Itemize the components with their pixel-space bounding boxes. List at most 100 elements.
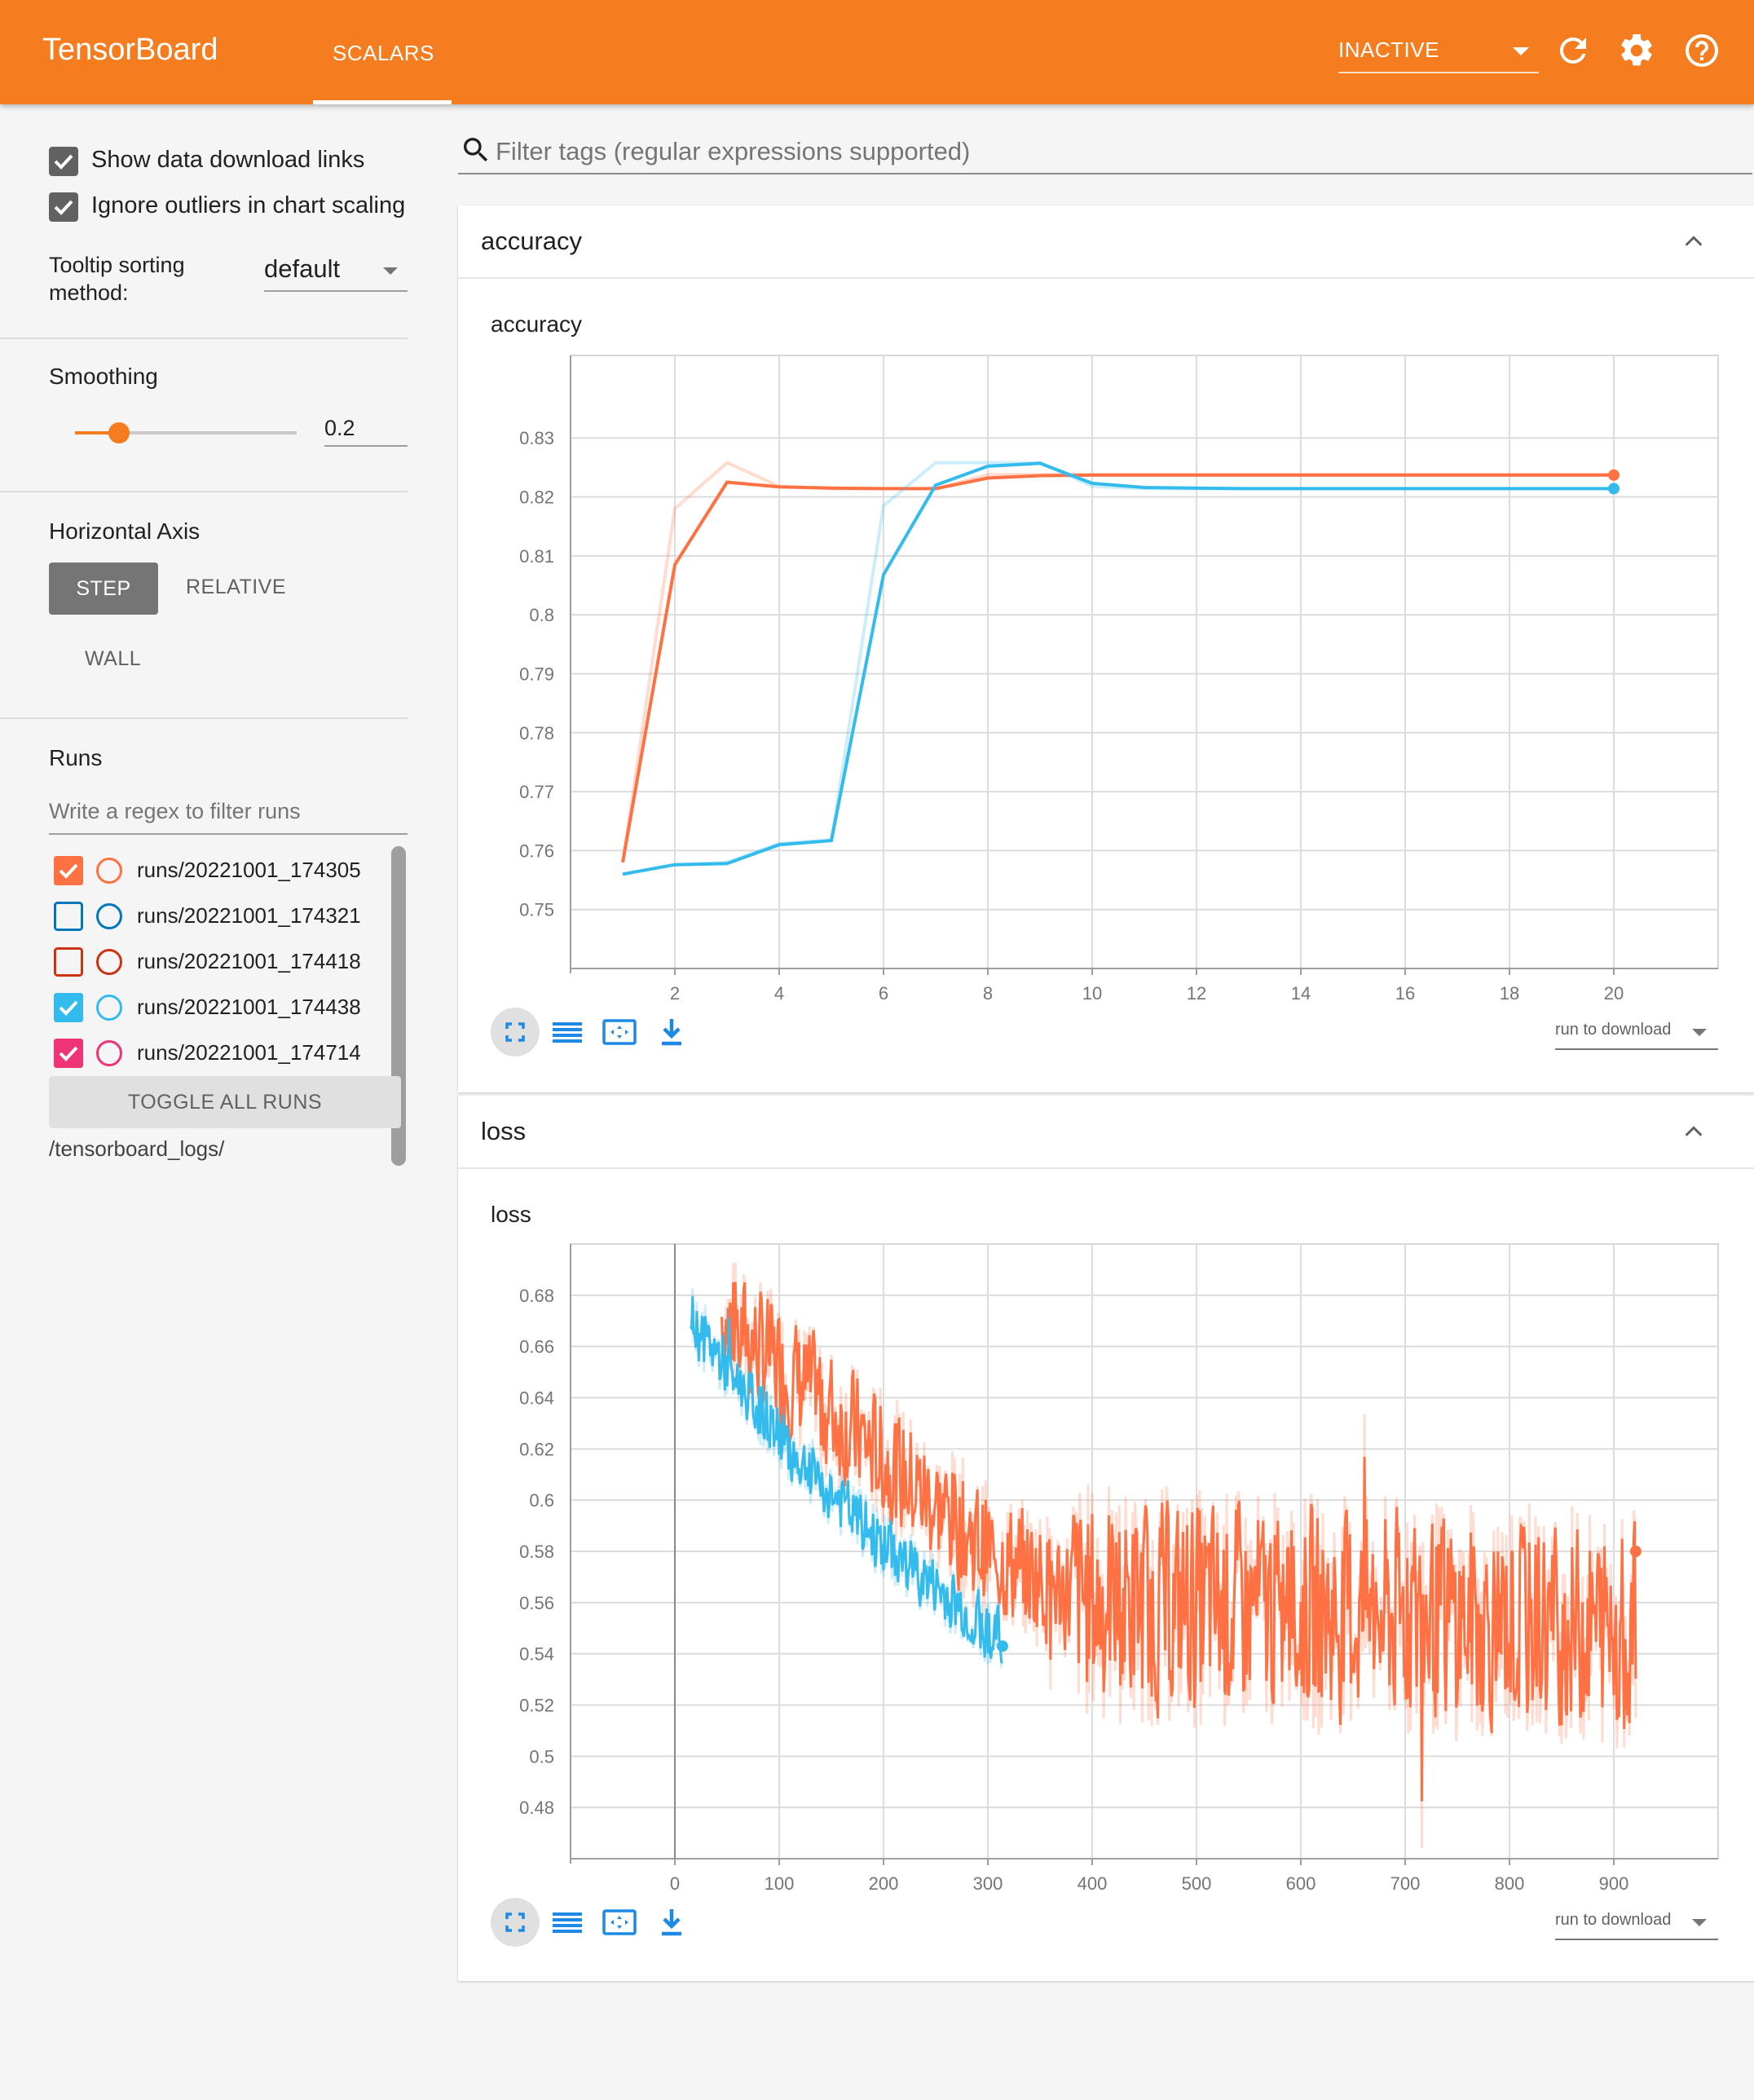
y-tick-label: 0.48 xyxy=(519,1798,554,1818)
y-tick-label: 0.5 xyxy=(529,1746,554,1767)
x-tick-label: 2 xyxy=(670,983,680,1004)
x-tick-label: 400 xyxy=(1078,1873,1108,1894)
x-tick-label: 600 xyxy=(1286,1873,1316,1894)
loss-chart[interactable]: 0 100 200 300 400 500 600 700 800 900 0.48 0.5 0.52 0… xyxy=(458,1234,1754,2098)
inactive-dashboards-select[interactable]: INACTIVE xyxy=(1338,33,1539,73)
run-color-radio[interactable] xyxy=(96,1040,122,1066)
smoothing-slider-handle[interactable] xyxy=(108,422,130,443)
chevron-down-icon xyxy=(1692,1029,1707,1036)
smoothing-slider-fill xyxy=(75,431,120,435)
series-endpoint xyxy=(1629,1546,1642,1557)
run-to-download-select[interactable]: run to download xyxy=(1555,1903,1718,1940)
y-tick-label: 0.79 xyxy=(519,664,554,684)
divider xyxy=(0,338,408,339)
y-tick-label: 0.6 xyxy=(529,1490,554,1511)
chevron-down-icon xyxy=(1513,47,1529,55)
axis-wall-button[interactable]: WALL xyxy=(85,647,142,670)
settings-icon[interactable] xyxy=(1617,31,1656,70)
accuracy-card-header[interactable]: accuracy xyxy=(458,205,1754,279)
y-tick-label: 0.76 xyxy=(519,840,554,861)
series-line xyxy=(622,461,1614,876)
run-to-download-label: run to download xyxy=(1555,1021,1672,1039)
run-item[interactable]: runs/20221001_174714 xyxy=(49,1032,391,1078)
x-tick-label: 900 xyxy=(1599,1873,1629,1894)
run-checkbox[interactable] xyxy=(54,1039,83,1068)
run-checkbox[interactable] xyxy=(54,947,83,977)
search-icon xyxy=(464,138,488,162)
smoothing-value: 0.2 xyxy=(324,416,355,440)
download-icon[interactable] xyxy=(647,1008,696,1057)
series-endpoint xyxy=(1608,469,1620,481)
horizontal-axis-title: Horizontal Axis xyxy=(49,518,201,544)
x-tick-label: 100 xyxy=(765,1873,795,1894)
x-tick-label: 0 xyxy=(670,1873,680,1894)
tab-scalars-label: SCALARS xyxy=(333,41,434,65)
top-app-bar: TensorBoard SCALARS INACTIVE xyxy=(0,0,1754,104)
download-icon[interactable] xyxy=(647,1898,696,1947)
y-tick-label: 0.66 xyxy=(519,1337,554,1357)
tab-scalars[interactable]: SCALARS xyxy=(313,0,452,104)
axis-relative-button[interactable]: RELATIVE xyxy=(186,576,287,598)
y-tick-label: 0.68 xyxy=(519,1286,554,1306)
run-color-radio[interactable] xyxy=(96,995,122,1021)
sidebar: Show data download links Ignore outliers… xyxy=(0,104,432,2100)
y-tick-label: 0.56 xyxy=(519,1593,554,1613)
fit-domain-icon[interactable] xyxy=(595,1898,644,1947)
toggle-all-runs-button[interactable]: TOGGLE ALL RUNS xyxy=(49,1076,401,1128)
series-endpoint xyxy=(1608,483,1620,495)
run-label: runs/20221001_174305 xyxy=(137,858,361,882)
refresh-icon[interactable] xyxy=(1553,31,1593,70)
loss-chart-title: loss xyxy=(491,1202,531,1227)
show-download-links-checkbox[interactable] xyxy=(49,147,78,176)
ignore-outliers-label: Ignore outliers in chart scaling xyxy=(91,192,406,218)
run-checkbox[interactable] xyxy=(54,856,83,885)
run-item[interactable]: runs/20221001_174321 xyxy=(49,895,391,941)
runs-title: Runs xyxy=(49,745,103,770)
fullscreen-button[interactable] xyxy=(491,1898,540,1947)
divider xyxy=(0,491,408,492)
run-color-radio[interactable] xyxy=(96,949,122,975)
toggle-log-scale-icon[interactable] xyxy=(543,1898,592,1947)
chevron-up-icon[interactable] xyxy=(1682,230,1705,253)
series-line xyxy=(621,473,1614,863)
chevron-down-icon xyxy=(1692,1919,1707,1926)
fit-domain-icon[interactable] xyxy=(595,1008,644,1057)
ignore-outliers-checkbox[interactable] xyxy=(49,192,78,222)
x-tick-label: 12 xyxy=(1187,983,1206,1004)
log-dir-label: /tensorboard_logs/ xyxy=(49,1136,225,1161)
tag-filter-input[interactable]: Filter tags (regular expressions support… xyxy=(458,129,1752,174)
loss-card-header[interactable]: loss xyxy=(458,1096,1754,1169)
fullscreen-icon xyxy=(505,1022,525,1042)
accuracy-chart[interactable]: 2 4 6 8 10 12 14 16 18 20 0.75 0.76 0.77 0.78 0.79 0.8 0… xyxy=(458,344,1754,1208)
run-item[interactable]: runs/20221001_174438 xyxy=(49,986,391,1032)
x-tick-label: 4 xyxy=(774,983,784,1004)
show-download-links-label: Show data download links xyxy=(91,147,365,173)
y-tick-label: 0.81 xyxy=(519,546,554,567)
y-tick-label: 0.78 xyxy=(519,723,554,743)
divider xyxy=(0,717,408,719)
run-item[interactable]: runs/20221001_174305 xyxy=(49,849,391,895)
y-tick-label: 0.82 xyxy=(519,488,554,508)
x-tick-label: 14 xyxy=(1291,983,1311,1004)
help-icon[interactable] xyxy=(1682,31,1721,70)
fullscreen-button[interactable] xyxy=(491,1008,540,1057)
run-checkbox[interactable] xyxy=(54,902,83,931)
run-label: runs/20221001_174438 xyxy=(137,995,361,1019)
smoothing-input[interactable]: 0.2 xyxy=(324,406,408,447)
accuracy-card-title: accuracy xyxy=(481,227,583,255)
axis-step-button[interactable]: STEP xyxy=(49,562,158,615)
chevron-up-icon[interactable] xyxy=(1682,1120,1705,1143)
toggle-log-scale-icon[interactable] xyxy=(543,1008,592,1057)
y-tick-label: 0.8 xyxy=(529,605,554,625)
tooltip-sorting-label: Tooltip sorting method: xyxy=(49,253,185,305)
runs-filter-input[interactable]: Write a regex to filter runs xyxy=(49,791,408,835)
smoothing-slider-track[interactable] xyxy=(75,422,297,443)
run-checkbox[interactable] xyxy=(54,993,83,1022)
app-title: TensorBoard xyxy=(42,33,218,67)
run-color-radio[interactable] xyxy=(96,858,122,884)
run-item[interactable]: runs/20221001_174418 xyxy=(49,941,391,986)
tooltip-sorting-select[interactable]: default xyxy=(264,251,408,292)
run-to-download-select[interactable]: run to download xyxy=(1555,1012,1718,1050)
y-tick-label: 0.52 xyxy=(519,1696,554,1716)
run-color-radio[interactable] xyxy=(96,903,122,929)
